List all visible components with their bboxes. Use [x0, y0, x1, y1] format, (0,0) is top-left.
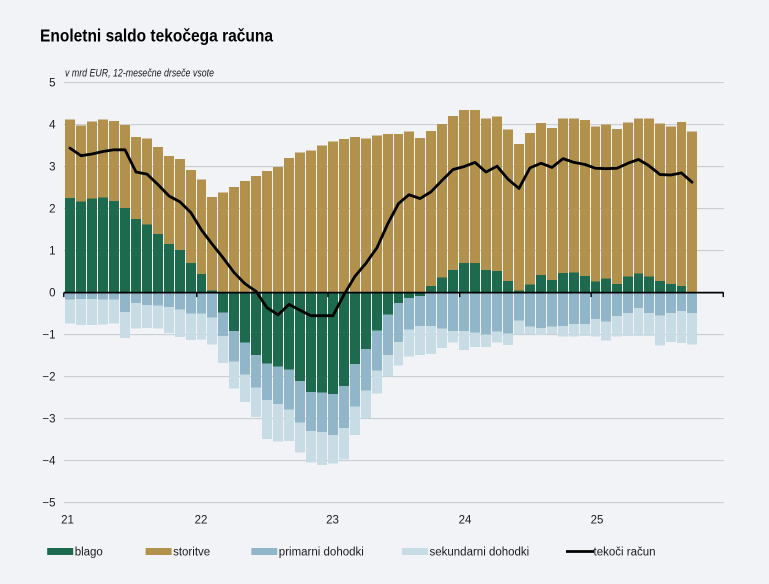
svg-text:25: 25: [591, 515, 604, 527]
svg-text:21: 21: [61, 515, 74, 527]
svg-text:23: 23: [326, 515, 339, 527]
svg-text:−3: −3: [42, 414, 55, 426]
svg-text:3: 3: [49, 162, 55, 174]
svg-text:5: 5: [49, 78, 55, 90]
svg-text:24: 24: [459, 515, 472, 527]
svg-text:22: 22: [195, 515, 208, 527]
svg-text:storitve: storitve: [173, 547, 210, 559]
svg-text:Enoletni saldo tekočega računa: Enoletni saldo tekočega računa: [40, 26, 273, 46]
svg-text:sekundarni dohodki: sekundarni dohodki: [430, 547, 530, 559]
svg-text:−5: −5: [42, 498, 55, 510]
svg-text:2: 2: [49, 204, 55, 216]
svg-text:−2: −2: [42, 372, 55, 384]
svg-text:−4: −4: [42, 456, 56, 468]
svg-text:0: 0: [49, 288, 55, 300]
svg-text:blago: blago: [75, 547, 103, 559]
svg-text:primarni dohodki: primarni dohodki: [279, 547, 364, 559]
svg-text:4: 4: [49, 120, 56, 132]
svg-text:tekoči račun: tekoči račun: [594, 547, 656, 559]
svg-text:v mrd EUR, 12-mesečne drseče v: v mrd EUR, 12-mesečne drseče vsote: [65, 68, 214, 80]
svg-text:1: 1: [49, 246, 55, 258]
svg-text:−1: −1: [42, 330, 55, 342]
